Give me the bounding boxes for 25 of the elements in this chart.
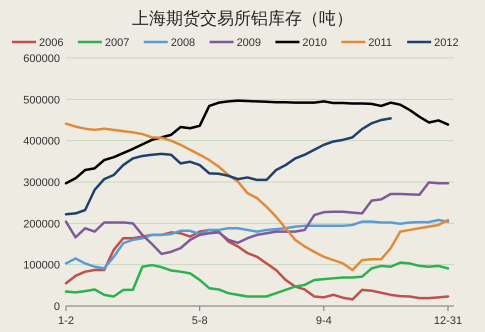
y-tick-label: 500000 [23, 94, 60, 106]
y-tick-label: 600000 [23, 53, 60, 65]
legend-label: 2007 [104, 37, 130, 49]
x-tick-label: 5-8 [192, 315, 208, 327]
y-tick-label: 400000 [23, 136, 60, 148]
y-tick-label: 0 [54, 301, 60, 313]
line-series [64, 117, 392, 216]
line-series [64, 261, 450, 298]
line-series [64, 218, 450, 270]
legend-label: 2006 [39, 37, 64, 49]
legend-label: 2010 [302, 37, 327, 49]
line-series [64, 122, 450, 272]
legend-label: 2009 [236, 37, 262, 49]
x-tick-label: 1-2 [58, 315, 74, 327]
line-series [64, 181, 450, 256]
chart-title: 上海期货交易所铝库存（吨） [132, 9, 353, 28]
x-tick-label: 9-4 [316, 315, 332, 327]
legend-label: 2008 [170, 37, 196, 49]
x-tick-label: 12-31 [434, 315, 462, 327]
legend-label: 2011 [368, 37, 392, 49]
legend-label: 2012 [434, 37, 459, 49]
y-tick-label: 300000 [23, 177, 60, 189]
line-series [64, 99, 450, 184]
y-tick-label: 100000 [23, 260, 60, 272]
y-tick-label: 200000 [23, 218, 60, 230]
